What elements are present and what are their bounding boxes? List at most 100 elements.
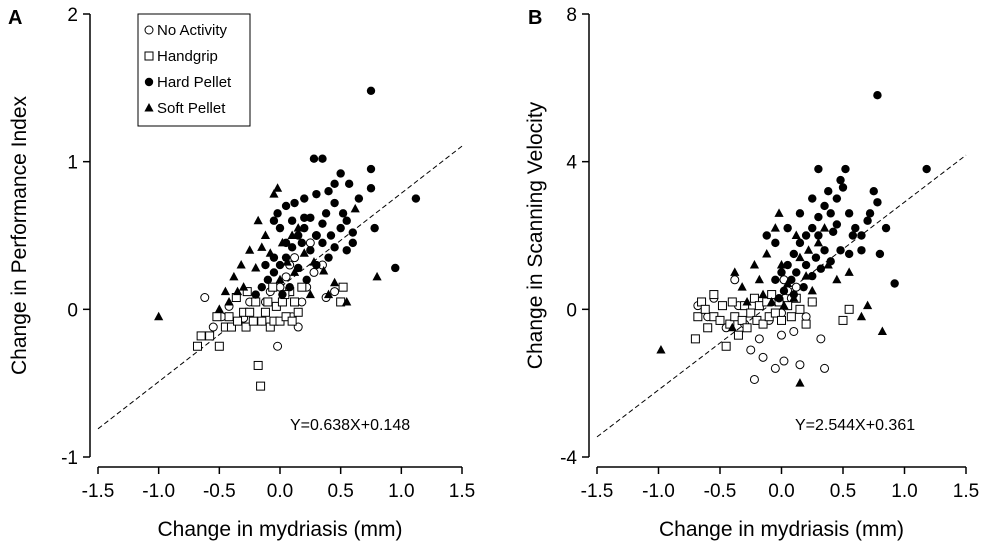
data-point [391,263,400,273]
data-point [771,238,780,248]
data-point [783,278,793,287]
data-point [272,183,283,192]
data-point [338,282,348,292]
panel-a: A -1.5 -1.0 -0.5 0.0 0.5 1.0 1.5 -1 0 1 2 Change in … [8,5,475,541]
data-point [302,275,311,284]
legend-label: No Activity [157,22,228,39]
data-point [814,164,823,174]
data-point [789,293,799,302]
data-point [801,260,811,270]
data-point [192,341,202,351]
data-point [693,312,703,322]
x-tick-label: 0.5 [830,481,856,502]
data-point [832,274,842,284]
series-hard-pellet [251,86,421,299]
data-point [762,248,772,258]
regression-equation: Y=2.544X+0.361 [795,417,915,434]
data-point [826,209,835,218]
data-point [758,352,768,362]
data-point [737,315,747,325]
data-point [226,322,236,332]
data-point [294,263,303,273]
data-point [690,334,700,344]
data-point [844,267,854,276]
data-point [236,260,246,269]
data-point [318,238,327,248]
panel-letter: B [528,7,542,29]
data-point [277,237,288,247]
data-point [278,290,287,299]
data-point [807,285,817,295]
x-tick-label: -1.5 [82,481,115,502]
data-point [828,227,838,237]
data-point [214,341,224,351]
data-point [758,289,768,299]
data-point [779,356,789,366]
y-tick-label: 1 [67,153,78,174]
data-point [257,316,267,326]
y-tick-label: 0 [67,300,78,321]
panel-letter: A [8,7,22,29]
data-point [281,201,291,211]
data-point [832,194,842,203]
data-point [290,253,300,263]
data-point [808,194,817,203]
data-point [229,271,239,281]
data-point [309,154,319,163]
data-point [774,208,784,217]
data-point [208,322,218,332]
data-point [795,252,805,262]
data-point [214,304,224,313]
data-point [336,223,345,233]
x-axis-title: Change in mydriasis (mm) [659,518,904,541]
data-point [289,267,300,276]
y-tick-label: -4 [560,448,577,469]
data-point [836,175,845,185]
data-point [758,319,768,329]
data-point [330,287,340,297]
legend: No Activity Handgrip Hard Pellet Soft Pelle… [137,13,251,127]
data-point [813,237,823,247]
data-point [312,231,321,240]
data-point [779,286,789,296]
data-point [212,312,222,322]
data-point [309,257,319,266]
data-point [287,243,297,252]
data-point [786,312,796,322]
data-point [287,216,297,225]
data-point [730,312,740,322]
data-point [248,316,258,326]
y-tick-label: 0 [566,300,577,321]
data-point [869,187,878,196]
data-point [749,374,759,384]
data-point [318,154,327,163]
data-point [808,223,817,233]
data-point [873,91,882,100]
data-point [856,311,867,321]
data-point [656,344,666,354]
data-point [290,297,300,307]
data-point [300,194,309,203]
data-point [257,282,266,292]
data-point [297,282,307,292]
data-point [754,301,764,311]
data-point [749,293,759,303]
regression-equation: Y=0.638X+0.148 [290,417,410,434]
data-point [273,209,282,218]
data-point [326,231,336,240]
y-axis-title: Change in Performance Index [8,96,31,375]
data-point [709,290,719,300]
x-axis-title: Change in mydriasis (mm) [157,518,402,541]
data-point [342,296,352,306]
series-soft-pellet [154,183,382,321]
data-point [730,275,740,285]
data-point [299,248,309,257]
data-point [770,223,780,232]
data-point [824,187,833,196]
data-point [777,330,786,340]
y-tick-label: 2 [67,5,78,26]
data-point [863,300,873,310]
data-point [737,282,747,291]
data-point [865,209,875,218]
data-point [816,264,826,273]
